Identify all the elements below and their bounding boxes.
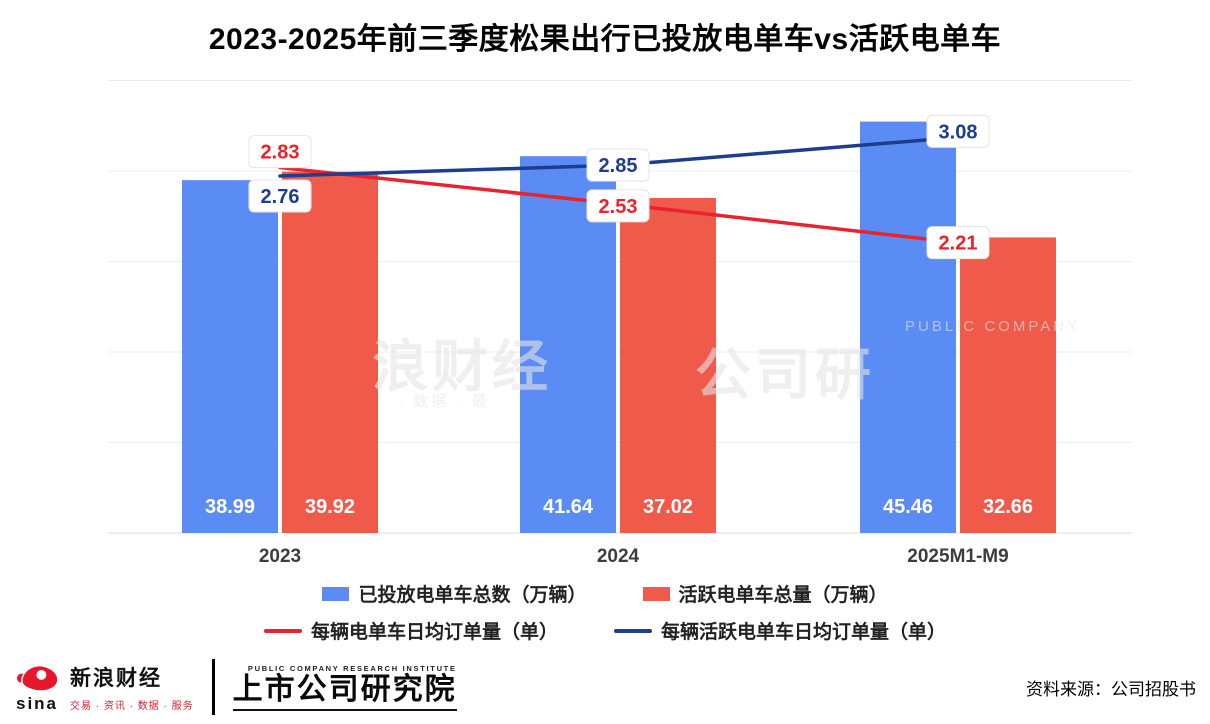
legend-swatch-active-bikes [642,586,670,601]
legend-swatch-orders-per-active-bike [614,628,652,633]
line-value-box [926,226,990,260]
x-axis-label: 2024 [597,546,640,567]
line-value-label: 3.08 [939,121,978,143]
chart-canvas: 38.99 41.64 45.46 39.92 37.02 32.66 2.83 2.53 2.… [108,80,1132,567]
bar-value-label: 32.66 [983,496,1033,518]
bar-active [960,237,1056,533]
legend-label-active-bikes: 活跃电单车总量（万辆） [678,585,888,606]
bar-active [620,197,716,533]
line-value-label: 2.83 [261,142,300,164]
brand-block: 新浪财经 交易 · 资讯 · 数据 · 服务 [70,662,194,712]
bar-deployed [182,180,278,533]
institute-name-en: PUBLIC COMPANY RESEARCH INSTITUTE [247,663,457,673]
data-source: 资料来源：公司招股书 [1026,679,1196,699]
sina-eye-icon: sina [14,663,60,712]
line-value-box [586,189,650,223]
line-value-label: 2.76 [261,186,300,208]
brand-name: 新浪财经 [70,667,162,690]
line-value-label: 2.21 [939,233,978,255]
bar-value-label: 41.64 [543,496,594,518]
bar-deployed [860,121,956,533]
legend-item-orders-per-active-bike: 每辆活跃电单车日均订单量（单） [614,617,946,644]
legend-row-bars: 已投放电单车总数（万辆） 活跃电单车总量（万辆） [322,580,888,607]
footer: sina 新浪财经 交易 · 资讯 · 数据 · 服务 PUBLIC COMPA… [0,650,1210,724]
legend: 已投放电单车总数（万辆） 活跃电单车总量（万辆） 每辆电单车日均订单量（单） 每… [0,580,1210,644]
line-value-box [926,114,990,148]
legend-item-active-bikes: 活跃电单车总量（万辆） [642,580,888,607]
legend-label-orders-per-active-bike: 每辆活跃电单车日均订单量（单） [661,622,947,643]
legend-swatch-orders-per-bike [263,628,302,633]
brand-tagline: 交易 · 资讯 · 数据 · 服务 [70,701,194,712]
bar-value-label: 45.46 [883,496,933,518]
bar-value-label: 38.99 [205,496,255,518]
legend-label-orders-per-bike: 每辆电单车日均订单量（单） [310,622,558,643]
footer-divider [211,659,215,715]
institute-name: 上市公司研究院 [232,671,457,707]
line-value-box [586,148,650,182]
bar-value-label: 39.92 [305,496,355,518]
legend-item-deployed-bikes: 已投放电单车总数（万辆） [322,580,587,607]
sina-eye-icon-svg [17,665,58,690]
legend-item-orders-per-bike: 每辆电单车日均订单量（单） [263,617,558,644]
sina-wordmark: sina [15,693,59,713]
line-value-label: 2.53 [599,196,638,218]
x-axis-label: 2025M1-M9 [907,546,1008,567]
line-value-label: 2.85 [599,155,638,177]
institute-logo: PUBLIC COMPANY RESEARCH INSTITUTE 上市公司研究… [232,663,457,711]
bar-value-label: 37.02 [643,496,693,518]
legend-label-deployed-bikes: 已投放电单车总数（万辆） [358,585,587,606]
line-value-box [248,135,312,169]
chart-title: 2023-2025年前三季度松果出行已投放电单车vs活跃电单车 [208,23,1002,56]
line-value-box [248,179,312,213]
legend-row-lines: 每辆电单车日均订单量（单） 每辆活跃电单车日均订单量（单） [263,617,946,644]
bar-active [282,171,378,533]
sina-logo: sina 新浪财经 交易 · 资讯 · 数据 · 服务 [14,662,194,712]
legend-swatch-deployed-bikes [322,586,350,601]
x-axis-label: 2023 [259,546,301,567]
